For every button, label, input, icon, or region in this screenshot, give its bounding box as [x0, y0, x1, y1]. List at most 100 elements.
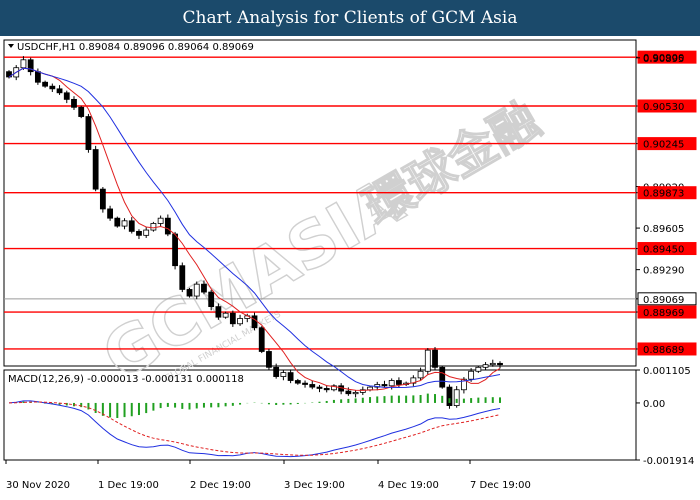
macd-header: MACD(12,26,9) -0.000013 -0.000131 0.0001… [8, 374, 244, 385]
price-label-box [637, 186, 697, 200]
fast-moving-average-line [8, 67, 501, 391]
candle-body [432, 349, 438, 368]
dropdown-icon [8, 44, 14, 48]
time-axis-label: 2 Dec 19:00 [190, 480, 251, 491]
candle-body [20, 59, 27, 69]
candle-body [157, 217, 164, 224]
time-axis-label: 3 Dec 19:00 [284, 480, 345, 491]
price-tick-label: 0.89290 [643, 266, 684, 277]
price-tick-label: 0.90895 [643, 54, 684, 65]
candle-body [179, 265, 186, 290]
time-axis-label: 4 Dec 19:00 [378, 480, 439, 491]
macd-tick-label: 0.00 [643, 399, 665, 410]
candle-body [396, 380, 402, 385]
time-axis-label: 1 Dec 19:00 [98, 480, 159, 491]
candle-body [446, 386, 453, 406]
candle-body [143, 229, 150, 236]
macd-line [8, 400, 501, 458]
candle-body [453, 389, 460, 406]
macd-signal-line [8, 401, 501, 456]
candle-body [294, 380, 301, 384]
chart-frame[interactable]: GCMASIA 環球金融 GLOBAL FINANCIAL MARKETS 0.909… [0, 36, 700, 500]
time-axis-label: 7 Dec 19:00 [470, 480, 531, 491]
candle-body [201, 283, 207, 293]
macd-tick-label: -0.001914 [643, 456, 694, 467]
candle-body [114, 217, 121, 227]
price-label-box [637, 342, 697, 356]
candle-body [367, 386, 373, 391]
candle-body [150, 223, 157, 231]
candle-body [497, 362, 503, 366]
candle-body [172, 233, 178, 267]
banner-title: Chart Analysis for Clients of GCM Asia [182, 8, 518, 28]
time-axis-label: 30 Nov 2020 [6, 480, 70, 491]
price-label-box [637, 50, 697, 64]
candle-body [237, 318, 243, 325]
candle-body [107, 208, 113, 219]
price-label-box [637, 99, 697, 113]
candle-body [417, 370, 424, 379]
candle-body [215, 306, 222, 318]
price-tick-label: 0.88689 [643, 345, 684, 356]
candle-body [309, 384, 316, 388]
candle-body [345, 390, 352, 395]
candle-body [475, 366, 482, 372]
candle-body [222, 312, 229, 318]
candle-body [78, 106, 85, 117]
symbol-header: USDCHF,H1 0.89084 0.89096 0.89064 0.8906… [17, 42, 254, 53]
macd-tick-label: 0.001105 [643, 366, 691, 377]
candle-body [273, 366, 280, 377]
candle-body [34, 71, 41, 83]
candle-body [27, 59, 34, 73]
price-tick-label: 0.89450 [643, 245, 684, 256]
candle-body [482, 364, 489, 368]
candle-body [266, 351, 272, 368]
slow-moving-average-line [8, 67, 501, 389]
candle-body [71, 98, 77, 108]
candle-body [49, 85, 56, 90]
candle-body [280, 372, 287, 377]
candle-body [439, 366, 446, 388]
price-label-box [637, 305, 697, 319]
candle-body [388, 380, 395, 387]
candle-body [302, 382, 308, 385]
price-tick-label: 0.90530 [643, 102, 684, 113]
candle-body [331, 385, 337, 391]
price-label-box [637, 242, 697, 256]
candle-body [258, 327, 265, 352]
candle-body [287, 372, 294, 381]
candle-body [56, 88, 63, 94]
price-tick-label: 0.89069 [643, 295, 684, 306]
candle-body [164, 217, 171, 235]
candle-body [42, 81, 49, 87]
candle-body [92, 149, 99, 190]
price-tick-label: 0.89873 [643, 189, 684, 200]
price-tick-label: 0.90900 [643, 53, 684, 64]
price-label-box [637, 292, 697, 306]
candle-body [381, 384, 388, 387]
candle-body [251, 315, 258, 329]
candle-body [468, 370, 475, 380]
candle-body [193, 283, 200, 297]
candle-body [186, 289, 193, 297]
price-label-box [637, 137, 697, 151]
price-tick-label: 0.88969 [643, 308, 684, 319]
candle-body [63, 92, 70, 100]
chart-title-banner: Chart Analysis for Clients of GCM Asia [0, 0, 700, 36]
candle-body [121, 220, 128, 227]
candle-body [424, 349, 431, 372]
candle-body [128, 220, 135, 232]
candle-body [85, 116, 92, 150]
candle-body [460, 378, 467, 391]
price-tick-label: 0.89605 [643, 224, 684, 235]
candle-body [359, 389, 366, 393]
price-tick-label: 0.90245 [643, 140, 684, 151]
candle-body [208, 291, 215, 308]
candle-body [229, 312, 236, 325]
candle-body [99, 188, 106, 210]
candle-body [489, 362, 496, 366]
candle-body [136, 230, 142, 236]
candle-body [352, 391, 359, 395]
candle-body [316, 386, 323, 389]
